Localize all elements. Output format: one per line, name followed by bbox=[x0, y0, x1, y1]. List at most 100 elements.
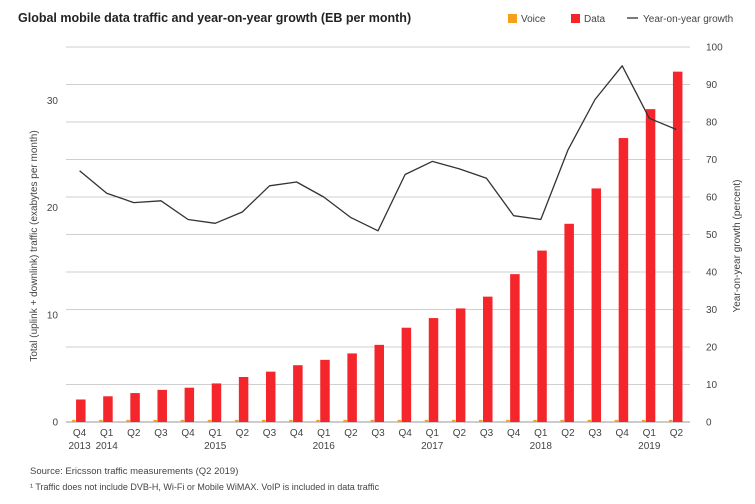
right-tick-label: 70 bbox=[706, 155, 718, 166]
right-tick-label: 10 bbox=[706, 380, 718, 391]
x-tick-label: Q1 bbox=[317, 428, 331, 439]
x-tick-label: Q2 bbox=[236, 428, 250, 439]
x-tick-label: Q3 bbox=[480, 428, 494, 439]
voice-bar bbox=[370, 419, 374, 422]
data-bar bbox=[374, 344, 384, 422]
bars bbox=[72, 71, 683, 423]
legend-label-data: Data bbox=[584, 14, 606, 25]
voice-bar bbox=[289, 419, 293, 422]
x-tick-label: Q3 bbox=[588, 428, 602, 439]
voice-bar bbox=[180, 419, 185, 422]
voice-bar bbox=[641, 419, 646, 422]
voice-bar bbox=[397, 419, 402, 422]
data-bar bbox=[184, 387, 195, 422]
x-tick-label: Q3 bbox=[154, 428, 168, 439]
data-bar bbox=[320, 359, 330, 422]
right-tick-label: 100 bbox=[706, 43, 723, 54]
voice-bar bbox=[126, 419, 130, 422]
data-bar bbox=[564, 223, 574, 422]
voice-bar bbox=[99, 419, 103, 422]
x-year-label: 2013 bbox=[68, 441, 91, 452]
chart-title: Global mobile data traffic and year-on-y… bbox=[18, 11, 411, 25]
x-tick-label: Q4 bbox=[73, 428, 87, 439]
x-tick-label: Q1 bbox=[534, 428, 548, 439]
voice-bar bbox=[560, 419, 564, 422]
data-bar bbox=[238, 377, 249, 422]
source-note: Source: Ericsson traffic measurements (Q… bbox=[30, 466, 239, 477]
x-tick-label: Q3 bbox=[263, 428, 277, 439]
left-axis-ticks: 0 10 20 30 bbox=[47, 96, 59, 428]
voice-bar bbox=[479, 419, 483, 422]
growth-line bbox=[79, 65, 677, 232]
data-bar bbox=[76, 399, 86, 422]
x-tick-label: Q2 bbox=[127, 428, 141, 439]
x-tick-label: Q1 bbox=[426, 428, 440, 439]
data-bar bbox=[483, 296, 493, 422]
voice-bar bbox=[153, 419, 157, 422]
right-axis-title: Year-on-year growth (percent) bbox=[732, 179, 743, 312]
right-tick-label: 0 bbox=[706, 418, 712, 429]
voice-bar bbox=[668, 419, 673, 422]
x-tick-label: Q2 bbox=[670, 428, 684, 439]
gridlines bbox=[66, 46, 690, 423]
x-tick-label: Q2 bbox=[561, 428, 575, 439]
data-bar bbox=[510, 274, 520, 422]
legend-label-growth: Year-on-year growth bbox=[643, 14, 733, 25]
voice-bar bbox=[506, 419, 510, 422]
data-bar bbox=[157, 389, 167, 422]
voice-bar bbox=[234, 419, 239, 422]
x-year-label: 2014 bbox=[96, 441, 119, 452]
voice-bar bbox=[343, 419, 347, 422]
right-tick-label: 50 bbox=[706, 230, 718, 241]
left-tick-label: 0 bbox=[52, 418, 58, 429]
footnote: ¹ Traffic does not include DVB-H, Wi-Fi … bbox=[30, 482, 380, 492]
data-bar bbox=[428, 318, 439, 422]
right-axis-ticks: 0 10 20 30 40 50 60 70 80 90 100 bbox=[706, 43, 723, 429]
data-bar bbox=[672, 71, 683, 423]
x-year-label: 2019 bbox=[638, 441, 661, 452]
voice-bar bbox=[533, 419, 537, 422]
growth-line-group bbox=[79, 65, 677, 232]
voice-bar bbox=[72, 419, 76, 422]
right-tick-label: 60 bbox=[706, 193, 718, 204]
voice-bar bbox=[207, 419, 212, 422]
data-bar bbox=[130, 393, 140, 422]
data-bar bbox=[618, 138, 629, 423]
x-tick-label: Q4 bbox=[507, 428, 521, 439]
voice-bar bbox=[451, 419, 456, 422]
legend-swatch-voice bbox=[508, 14, 517, 23]
voice-bar bbox=[316, 419, 320, 422]
x-tick-label: Q1 bbox=[209, 428, 223, 439]
x-tick-label: Q4 bbox=[181, 428, 195, 439]
data-bar bbox=[211, 383, 222, 422]
legend: Voice Data Year-on-year growth bbox=[508, 14, 733, 25]
legend-label-voice: Voice bbox=[521, 14, 546, 25]
right-tick-label: 90 bbox=[706, 80, 718, 91]
x-year-label: 2017 bbox=[421, 441, 444, 452]
data-bar bbox=[265, 371, 276, 422]
x-year-label: 2015 bbox=[204, 441, 227, 452]
left-tick-label: 30 bbox=[47, 96, 59, 107]
x-year-label: 2018 bbox=[530, 441, 553, 452]
x-tick-label: Q1 bbox=[643, 428, 657, 439]
data-bar bbox=[293, 365, 303, 422]
left-tick-label: 10 bbox=[47, 310, 59, 321]
x-tick-label: Q4 bbox=[398, 428, 412, 439]
x-tick-label: Q4 bbox=[616, 428, 630, 439]
left-axis-title: Total (uplink + downlink) traffic (exaby… bbox=[29, 130, 40, 361]
x-tick-label: Q3 bbox=[371, 428, 385, 439]
voice-bar bbox=[587, 419, 592, 422]
voice-bar bbox=[424, 419, 429, 422]
x-year-label: 2016 bbox=[313, 441, 336, 452]
x-axis-ticks: Q4 2013 Q1 2014 Q2 Q3 Q4 Q1 2015 Q2 Q3 Q4 Q1 2016 Q2 Q3… bbox=[68, 428, 683, 452]
data-bar bbox=[347, 353, 357, 422]
x-tick-label: Q2 bbox=[453, 428, 467, 439]
right-tick-label: 20 bbox=[706, 343, 718, 354]
data-bar bbox=[645, 109, 656, 423]
data-bar bbox=[591, 188, 602, 422]
data-bar bbox=[401, 327, 412, 422]
voice-bar bbox=[614, 419, 619, 422]
legend-swatch-data bbox=[571, 14, 580, 23]
x-tick-label: Q1 bbox=[100, 428, 114, 439]
